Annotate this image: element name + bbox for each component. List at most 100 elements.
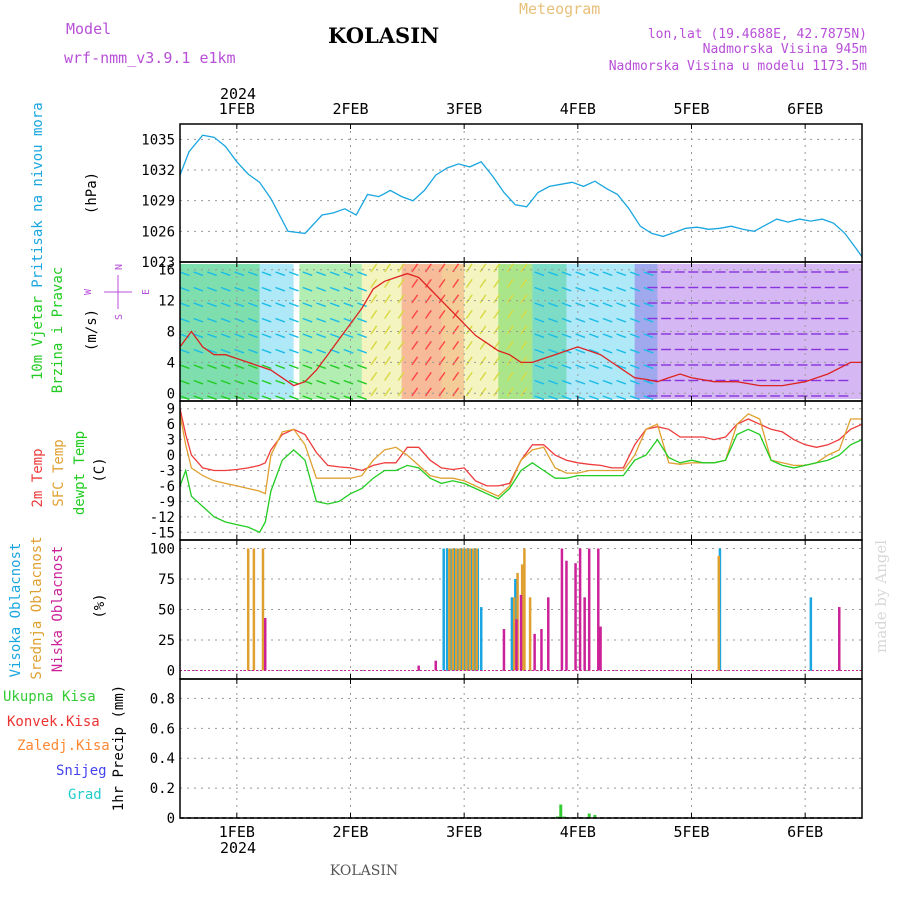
compass-s: S: [114, 314, 125, 320]
bar-low_cloud: [574, 563, 577, 670]
bar-mid_cloud: [513, 597, 516, 670]
bar-mid_cloud: [455, 549, 458, 671]
x-tick-label-bottom: 6FEB: [787, 823, 823, 841]
precip-legend-frozen: Zaledj.Kisa: [17, 738, 110, 754]
bar-mid_cloud: [469, 549, 472, 671]
coords-label: lon,lat (19.4688E, 42.7875N): [648, 27, 867, 42]
bar-low_cloud: [599, 627, 602, 671]
watermark: made by Angel: [872, 540, 890, 653]
bar-low_cloud: [540, 629, 543, 670]
x-tick-label-bottom: 2FEB: [332, 823, 368, 841]
cloud-ylabel-2: Srednja Oblacnost: [29, 536, 45, 679]
compass-n: N: [114, 264, 125, 270]
bar-mid_cloud: [452, 549, 455, 671]
x-tick-label-top: 6FEB: [787, 100, 823, 118]
precip-legend-hail: Grad: [68, 787, 102, 803]
y-tick-label: 50: [158, 603, 175, 619]
bar-low_cloud: [583, 597, 586, 670]
y-tick-label: 9: [167, 402, 175, 418]
y-tick-label: 1026: [141, 224, 175, 240]
y-tick-label: 0: [167, 811, 175, 827]
bar-low_cloud: [579, 549, 582, 671]
panel-frame-precip: [180, 679, 862, 818]
y-tick-label: 1029: [141, 194, 175, 210]
y-tick-label: 12: [158, 294, 175, 310]
compass-e: E: [141, 289, 152, 295]
bar-mid_cloud: [458, 549, 461, 671]
wind-unit: (m/s): [84, 309, 100, 351]
bar-low_cloud: [515, 619, 518, 670]
y-tick-label: 1032: [141, 163, 175, 179]
y-tick-label: -12: [150, 510, 175, 526]
y-tick-label: 0.2: [150, 781, 175, 797]
temp-ylabel-1: 2m Temp: [30, 448, 46, 507]
bar-high_cloud: [480, 607, 483, 670]
wind-ylabel-2: Brzina i Pravac: [50, 267, 66, 393]
model-label: Model: [66, 20, 111, 38]
bar-low_cloud: [547, 597, 550, 670]
series-line-dewpt: [180, 429, 862, 532]
y-tick-label: 0.6: [150, 721, 175, 737]
year-label-bottom: 2024: [220, 839, 256, 857]
bar-low_cloud: [565, 561, 568, 671]
bar-mid_cloud: [247, 549, 250, 671]
y-tick-label: 75: [158, 572, 175, 588]
x-tick-label-top: 5FEB: [673, 100, 709, 118]
bar-mid_cloud: [448, 549, 451, 671]
y-tick-label: 3: [167, 433, 175, 449]
bar-mid_cloud: [718, 556, 721, 671]
temp-unit: (C): [92, 457, 108, 482]
y-tick-label: 0: [167, 663, 175, 679]
panel-frame-pressure: [180, 124, 862, 262]
bar-low_cloud: [417, 666, 420, 671]
bar-low_cloud: [838, 607, 841, 670]
y-tick-label: 25: [158, 633, 175, 649]
bar-mid_cloud: [262, 549, 265, 671]
bar-mid_cloud: [465, 549, 468, 671]
x-tick-label-bottom: 4FEB: [560, 823, 596, 841]
precip-ylabel: 1hr Precip (mm): [111, 685, 127, 811]
y-tick-label: -3: [158, 464, 175, 480]
bar-high_cloud: [446, 549, 449, 671]
bar-low_cloud: [520, 595, 523, 671]
precip-legend-total: Ukupna Kisa: [3, 689, 96, 705]
temp-ylabel-2: SFC Temp: [51, 439, 67, 506]
series-line-sfc_temp: [180, 414, 862, 496]
compass-w: W: [83, 288, 94, 295]
y-tick-label: 1035: [141, 132, 175, 148]
page-title: KOLASIN: [328, 23, 439, 48]
bar-mid_cloud: [253, 549, 256, 671]
wind-ylabel-1: 10m Vjetar: [30, 296, 46, 380]
footer-title: KOLASIN: [330, 863, 398, 879]
bar-low_cloud: [597, 549, 600, 671]
pressure-unit: (hPa): [84, 172, 100, 214]
meteogram-label: Meteogram: [519, 0, 600, 18]
x-tick-label-bottom: 3FEB: [446, 823, 482, 841]
x-tick-label-top: 2FEB: [332, 100, 368, 118]
bar-low_cloud: [503, 629, 506, 670]
bar-low_cloud: [588, 549, 591, 671]
y-tick-label: 0: [167, 448, 175, 464]
model-elevation-label: Nadmorska Visina u modelu 1173.5m: [609, 59, 867, 74]
model-name: wrf-nmm_v3.9.1 e1km: [64, 49, 236, 67]
bar-mid_cloud: [475, 549, 478, 671]
bar-high_cloud: [511, 597, 514, 670]
y-tick-label: 16: [158, 263, 175, 279]
y-tick-label: 0.8: [150, 691, 175, 707]
precip-legend-conv: Konvek.Kisa: [7, 714, 100, 730]
bar-low_cloud: [533, 634, 536, 671]
x-tick-label-bottom: 5FEB: [673, 823, 709, 841]
bar-low_cloud: [435, 661, 438, 671]
y-tick-label: 4: [167, 355, 175, 371]
bar-total_precip: [559, 805, 562, 818]
y-tick-label: 6: [167, 417, 175, 433]
x-tick-label-top: 1FEB: [219, 100, 255, 118]
cloud-ylabel-1: Visoka Oblacnost: [8, 543, 24, 678]
bar-mid_cloud: [472, 549, 475, 671]
y-tick-label: 8: [167, 325, 175, 341]
y-tick-label: -9: [158, 494, 175, 510]
series-line-pressure: [180, 135, 862, 257]
bar-low_cloud: [264, 618, 267, 670]
y-tick-label: 0.4: [150, 751, 175, 767]
